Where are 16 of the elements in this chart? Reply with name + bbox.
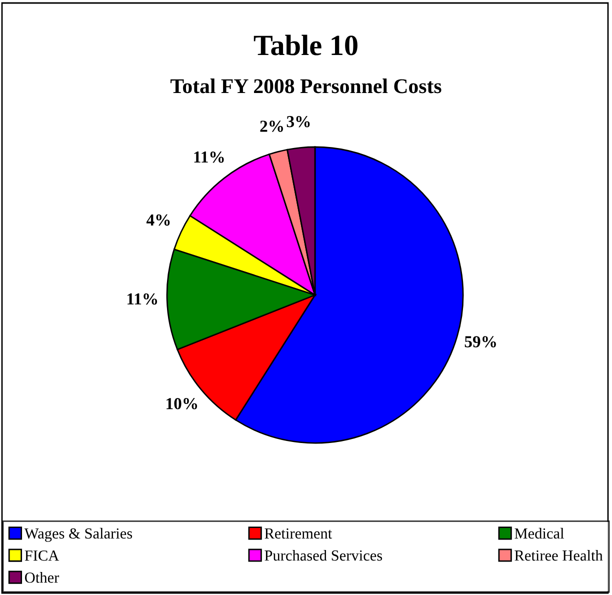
data-label: 11% (128, 293, 158, 305)
data-label: 3% (286, 116, 310, 128)
data-label: 59% (464, 336, 496, 348)
legend-label: Retiree Health (514, 550, 603, 561)
legend-label: Medical (514, 528, 564, 539)
legend-label: Retirement (264, 528, 332, 539)
legend-label: Purchased Services (264, 550, 382, 561)
chart-subtitle: Total FY 2008 Personnel Costs (170, 78, 442, 94)
chart-title: Table 10 (254, 34, 358, 56)
data-label: 10% (166, 398, 198, 410)
data-label: 11% (194, 151, 224, 163)
data-label: 4% (146, 214, 170, 226)
legend-label: Wages & Salaries (24, 528, 132, 542)
legend-label: Other (25, 572, 60, 583)
legend-label: FICA (24, 550, 60, 561)
data-label: 2% (260, 120, 283, 132)
